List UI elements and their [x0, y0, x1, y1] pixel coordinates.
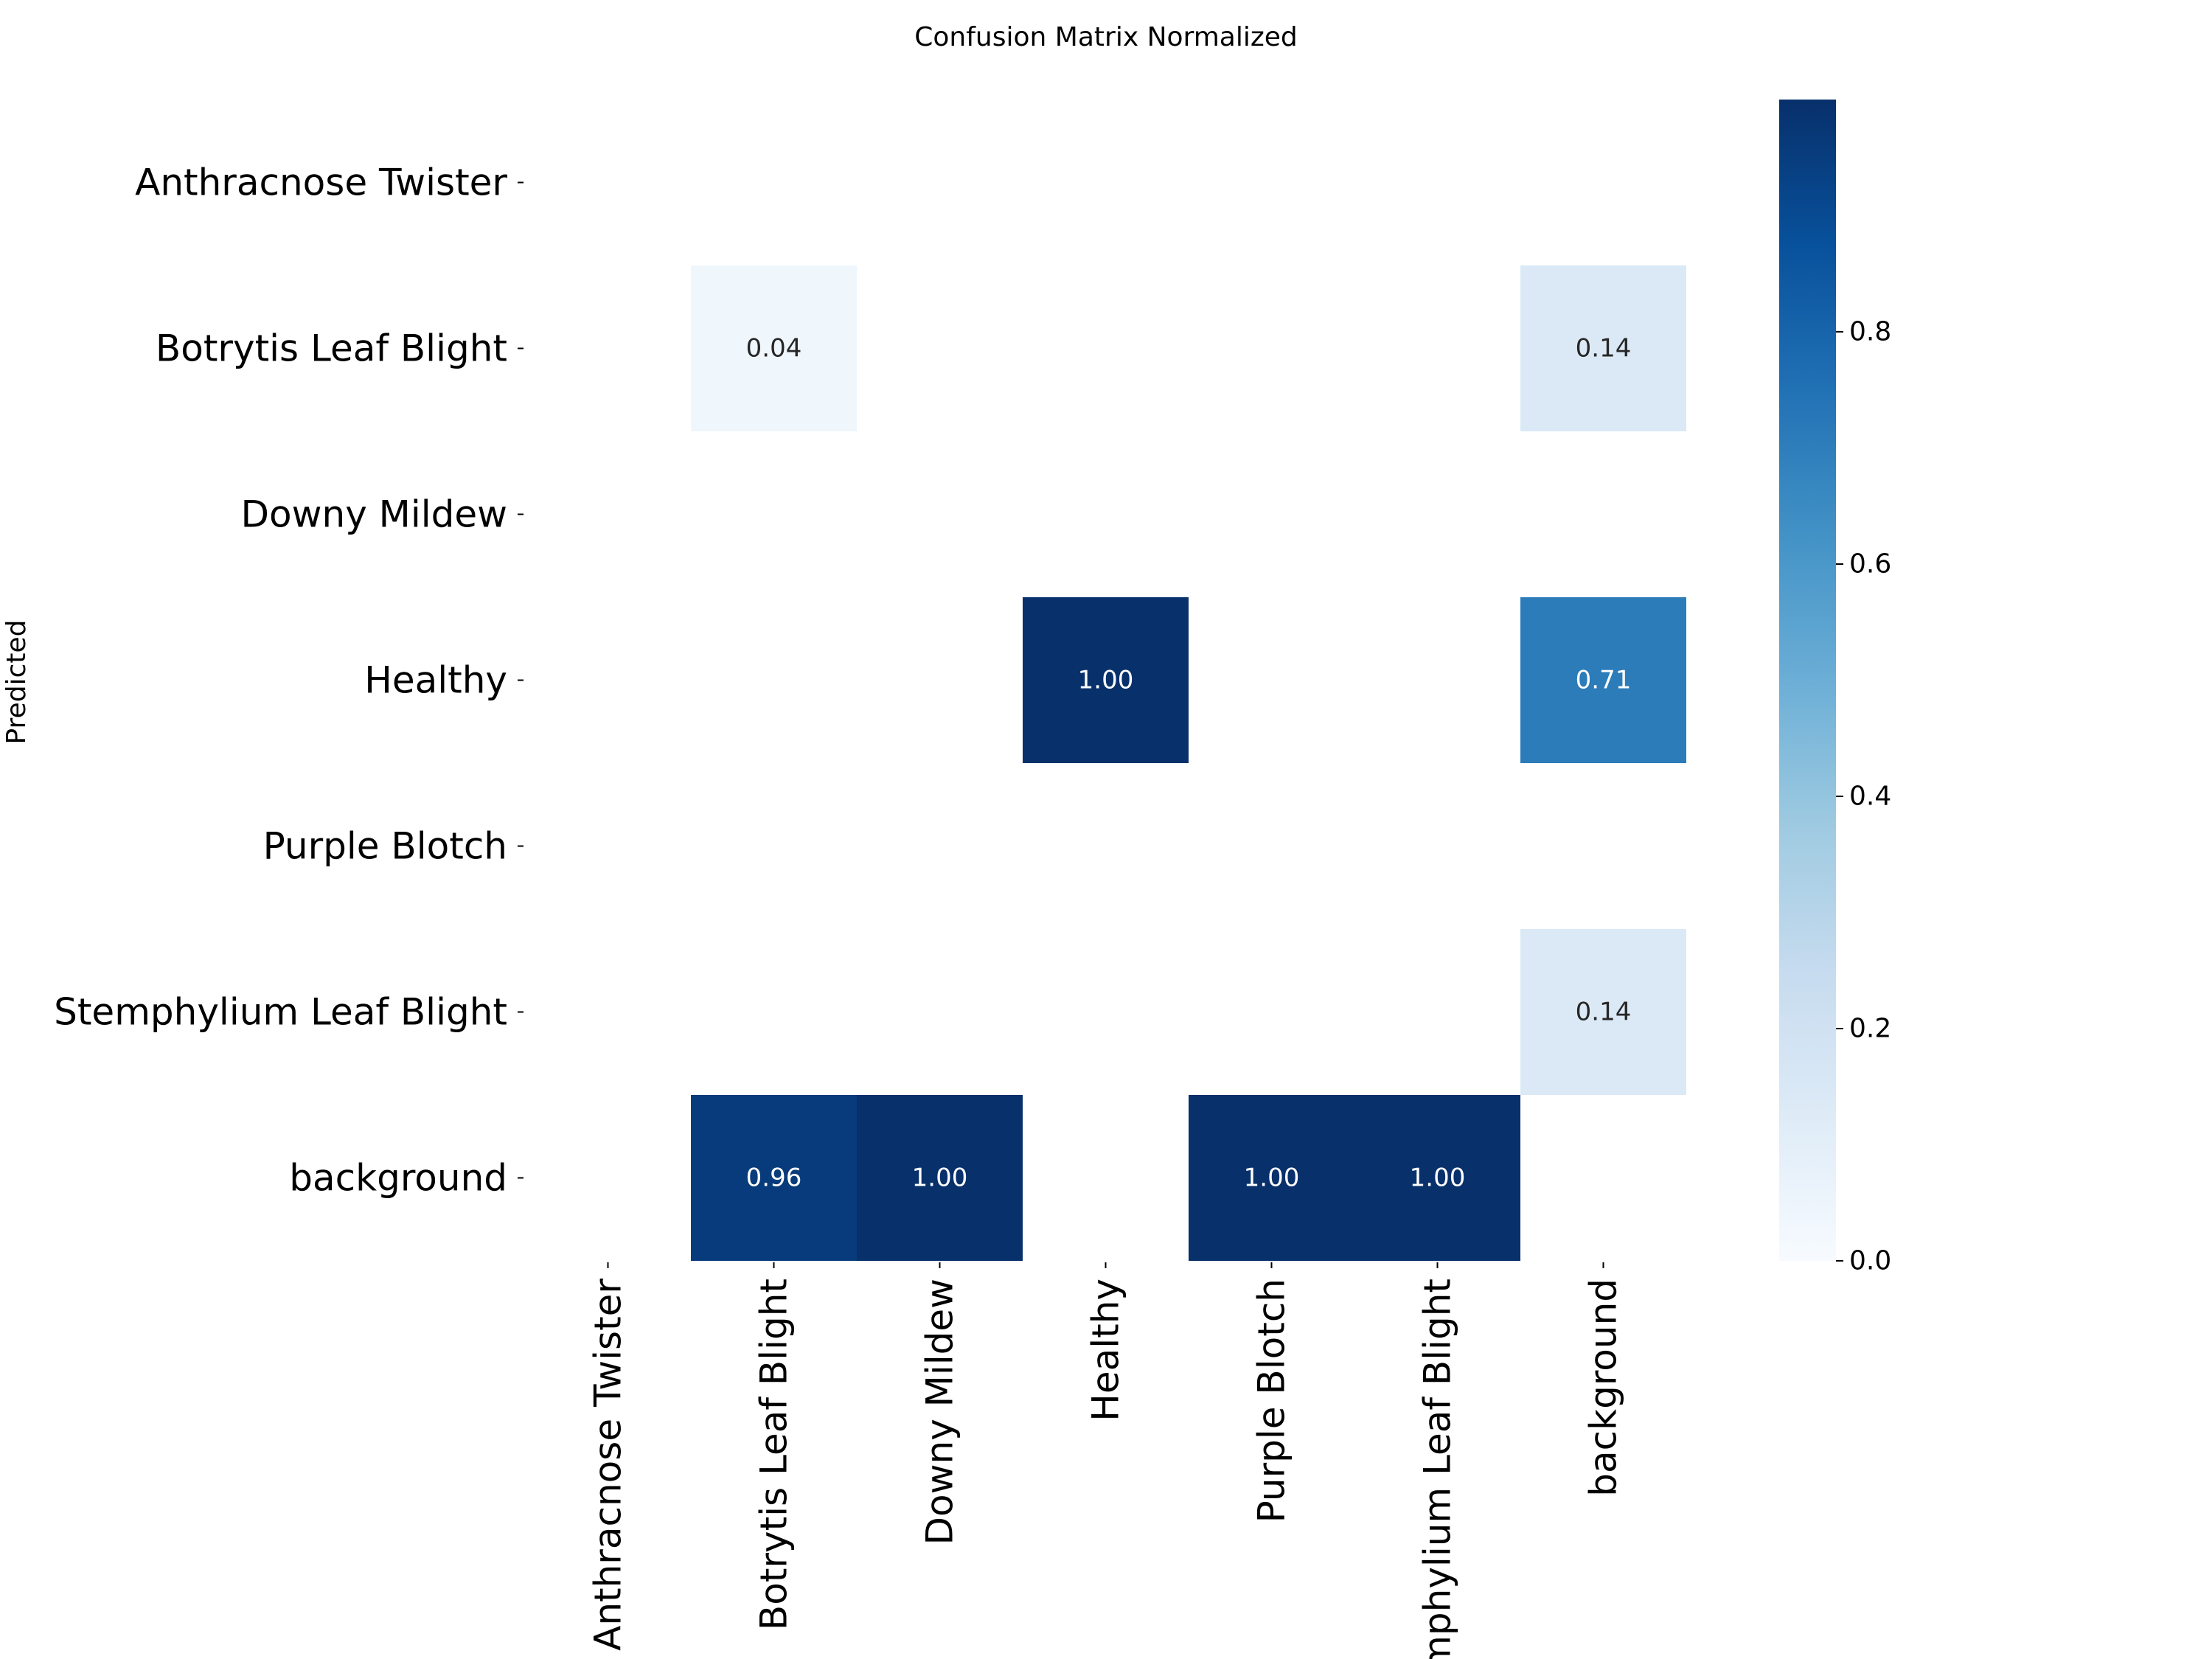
heatmap-cells: 0.04 0.14 1.00 0.71 0.14 0.96 1.00 1.00 1.00 — [691, 265, 1686, 1261]
y-tick-label: Purple Blotch — [263, 825, 507, 868]
colorbar-tick-label: 0.6 — [1849, 549, 1891, 580]
colorbar-tick-label: 0.2 — [1849, 1014, 1891, 1044]
x-tick-label: Downy Mildew — [919, 1279, 961, 1545]
colorbar-tick-label: 0.0 — [1849, 1246, 1891, 1276]
cell-value-label: 1.00 — [1410, 1164, 1466, 1193]
heatmap-cell — [1023, 597, 1189, 763]
cell-value-label: 0.71 — [1576, 666, 1632, 695]
y-tick-label: Downy Mildew — [241, 493, 507, 536]
heatmap-cell — [691, 265, 857, 431]
x-tick-label: Stemphylium Leaf Blight — [1416, 1279, 1459, 1659]
x-tick-label: Anthracnose Twister — [587, 1279, 630, 1651]
chart-title: Confusion Matrix Normalized — [914, 22, 1297, 52]
x-tick-label: Purple Blotch — [1251, 1279, 1293, 1523]
cell-value-label: 0.04 — [746, 334, 802, 364]
y-tick-label: Stemphylium Leaf Blight — [54, 991, 507, 1034]
y-axis-label: Predicted — [1, 620, 32, 745]
y-tick-label: Anthracnose Twister — [135, 161, 507, 204]
heatmap-cell — [1354, 1095, 1520, 1261]
x-tick-labels: Anthracnose Twister Botrytis Leaf Blight D… — [587, 1262, 1625, 1659]
cell-value-label: 0.14 — [1576, 334, 1632, 364]
y-tick-label: background — [289, 1157, 507, 1200]
heatmap-cell — [1520, 597, 1686, 763]
colorbar: 0.0 0.2 0.4 0.6 0.8 — [1779, 100, 1891, 1276]
cell-value-label: 0.96 — [746, 1164, 802, 1193]
cell-value-label: 1.00 — [912, 1164, 968, 1193]
y-tick-label: Healthy — [364, 659, 507, 702]
heatmap-cell — [1520, 265, 1686, 431]
x-tick-label: background — [1582, 1279, 1625, 1497]
cell-value-label: 1.00 — [1078, 666, 1134, 695]
cell-value-label: 0.14 — [1576, 998, 1632, 1027]
y-tick-label: Botrytis Leaf Blight — [156, 327, 507, 370]
x-tick-label: Botrytis Leaf Blight — [753, 1279, 796, 1630]
y-tick-labels: Anthracnose Twister Botrytis Leaf Blight D… — [54, 161, 524, 1200]
heatmap-cell — [857, 1095, 1023, 1261]
heatmap-cell — [1520, 929, 1686, 1095]
x-tick-label: Healthy — [1085, 1279, 1127, 1422]
heatmap-cell — [691, 1095, 857, 1261]
cell-value-label: 1.00 — [1244, 1164, 1300, 1193]
colorbar-tick-label: 0.4 — [1849, 782, 1891, 812]
colorbar-tick-label: 0.8 — [1849, 317, 1891, 347]
heatmap-cell — [1189, 1095, 1354, 1261]
colorbar-gradient — [1779, 100, 1836, 1261]
